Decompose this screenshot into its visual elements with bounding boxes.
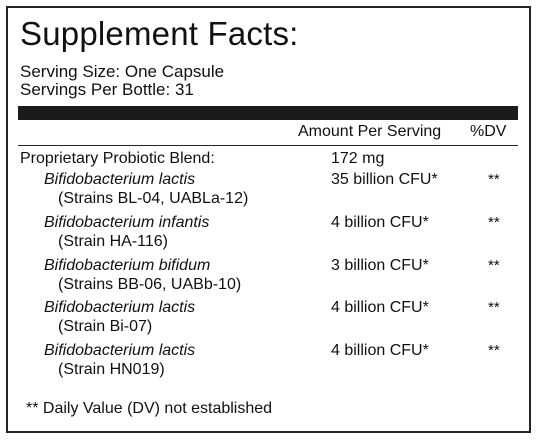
header-amount-per-serving: Amount Per Serving (298, 123, 442, 140)
ingredient-dv: ** (488, 342, 500, 359)
ingredient-row: Bifidobacterium infantis (Strain HA-116)… (8, 214, 533, 256)
ingredient-row: Bifidobacterium lactis (Strains BL-04, U… (8, 171, 533, 213)
ingredient-strain: (Strain HN019) (58, 361, 165, 378)
label-title: Supplement Facts: (20, 15, 299, 52)
ingredient-row: Bifidobacterium lactis (Strain HN019) 4 … (8, 342, 533, 384)
serving-size: Serving Size: One Capsule (20, 62, 225, 81)
thick-divider (18, 106, 518, 120)
ingredient-amount: 35 billion CFU* (331, 171, 438, 188)
servings-per-bottle: Servings Per Bottle: 31 (20, 80, 194, 99)
ingredient-dv: ** (488, 171, 500, 188)
ingredient-dv: ** (488, 214, 500, 231)
ingredient-amount: 3 billion CFU* (331, 257, 429, 274)
ingredient-name: Bifidobacterium infantis (44, 214, 210, 231)
header-daily-value: %DV (470, 123, 507, 140)
ingredient-strain: (Strain HA-116) (58, 233, 168, 250)
ingredient-strain: (Strains BL-04, UABLa-12) (58, 190, 249, 207)
serving-info: Serving Size: One Capsule Servings Per B… (20, 63, 224, 99)
ingredient-amount: 4 billion CFU* (331, 342, 429, 359)
ingredient-name: Bifidobacterium lactis (44, 299, 196, 316)
ingredient-strain: (Strain Bi-07) (58, 318, 153, 335)
ingredient-strain: (Strains BB-06, UABb-10) (58, 276, 242, 293)
thin-divider (18, 145, 518, 146)
supplement-facts-panel: Supplement Facts: Serving Size: One Caps… (6, 6, 531, 433)
ingredient-name: Bifidobacterium lactis (44, 171, 196, 188)
footnote: ** Daily Value (DV) not established (26, 400, 273, 417)
ingredient-name: Bifidobacterium lactis (44, 342, 196, 359)
ingredient-row: Bifidobacterium lactis (Strain Bi-07) 4 … (8, 299, 533, 341)
blend-amount: 172 mg (331, 150, 385, 167)
blend-name: Proprietary Probiotic Blend: (20, 150, 215, 167)
ingredient-amount: 4 billion CFU* (331, 214, 429, 231)
ingredient-amount: 4 billion CFU* (331, 299, 429, 316)
ingredient-row: Bifidobacterium bifidum (Strains BB-06, … (8, 257, 533, 299)
ingredient-dv: ** (488, 257, 500, 274)
ingredient-name: Bifidobacterium bifidum (44, 257, 211, 274)
ingredient-dv: ** (488, 299, 500, 316)
